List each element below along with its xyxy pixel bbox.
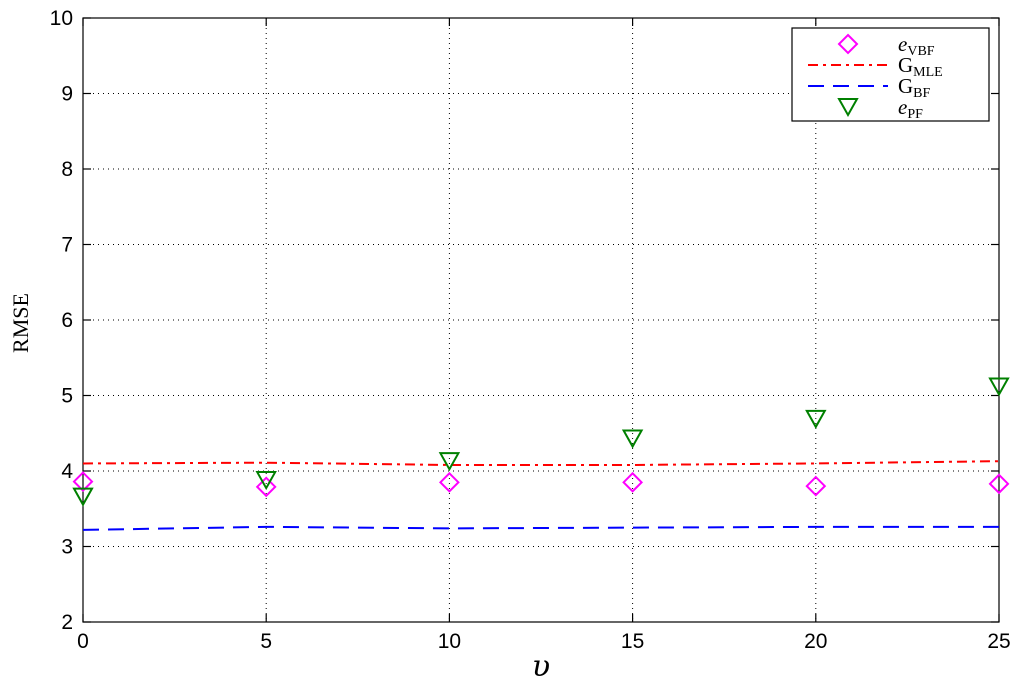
x-tick-label: 5	[260, 630, 272, 653]
legend-item: GBF	[808, 74, 931, 101]
legend-label: GBF	[898, 74, 931, 101]
data-point	[438, 452, 461, 472]
legend-label: eVBF	[898, 32, 935, 59]
legend-item: eVBF	[837, 32, 935, 59]
data-point	[255, 476, 277, 498]
y-tick-label: 6	[61, 309, 73, 332]
y-tick-label: 4	[61, 460, 73, 483]
data-point	[805, 475, 827, 497]
legend-swatch	[837, 98, 859, 118]
series-g-mle	[82, 460, 1000, 466]
series-line	[82, 525, 999, 531]
x-tick-label: 25	[987, 630, 1010, 653]
legend-item: ePF	[837, 95, 923, 122]
data-point	[988, 377, 1010, 397]
data-point	[255, 471, 277, 491]
x-axis-title: υ	[532, 649, 550, 684]
legend-label: ePF	[898, 95, 923, 122]
data-point	[438, 471, 460, 493]
axis-ticks	[82, 17, 1000, 623]
y-tick-label: 2	[61, 611, 73, 634]
x-tick-label: 0	[77, 630, 89, 653]
x-tick-label: 10	[438, 630, 461, 653]
series-line	[82, 460, 1000, 466]
x-tick-label: 20	[804, 630, 827, 653]
y-tick-label: 9	[61, 83, 73, 106]
legend-swatch	[837, 33, 859, 55]
y-tick-label: 5	[61, 385, 73, 408]
y-tick-label: 7	[61, 234, 73, 257]
series-layer	[72, 377, 1010, 531]
data-point	[72, 471, 94, 492]
tick-labels: 0 5 10 15 20 25 2 3 4 5 6 7 8 9 10	[50, 7, 1011, 653]
data-point	[621, 429, 644, 449]
x-tick-label: 15	[621, 630, 644, 653]
y-axis-title: RMSE	[8, 293, 33, 353]
series-e-pf	[72, 377, 1010, 507]
y-tick-label: 3	[61, 536, 73, 559]
y-tick-label: 10	[50, 7, 73, 30]
y-tick-label: 8	[61, 158, 73, 181]
legend-label: GMLE	[898, 53, 943, 80]
legend-item: GMLE	[808, 53, 943, 80]
data-point	[72, 487, 94, 507]
data-point	[805, 409, 827, 429]
series-g-bf	[82, 525, 999, 531]
data-point	[622, 471, 644, 493]
series-e-vbf	[72, 471, 1010, 498]
data-point	[988, 473, 1010, 495]
legend-box	[791, 27, 990, 122]
